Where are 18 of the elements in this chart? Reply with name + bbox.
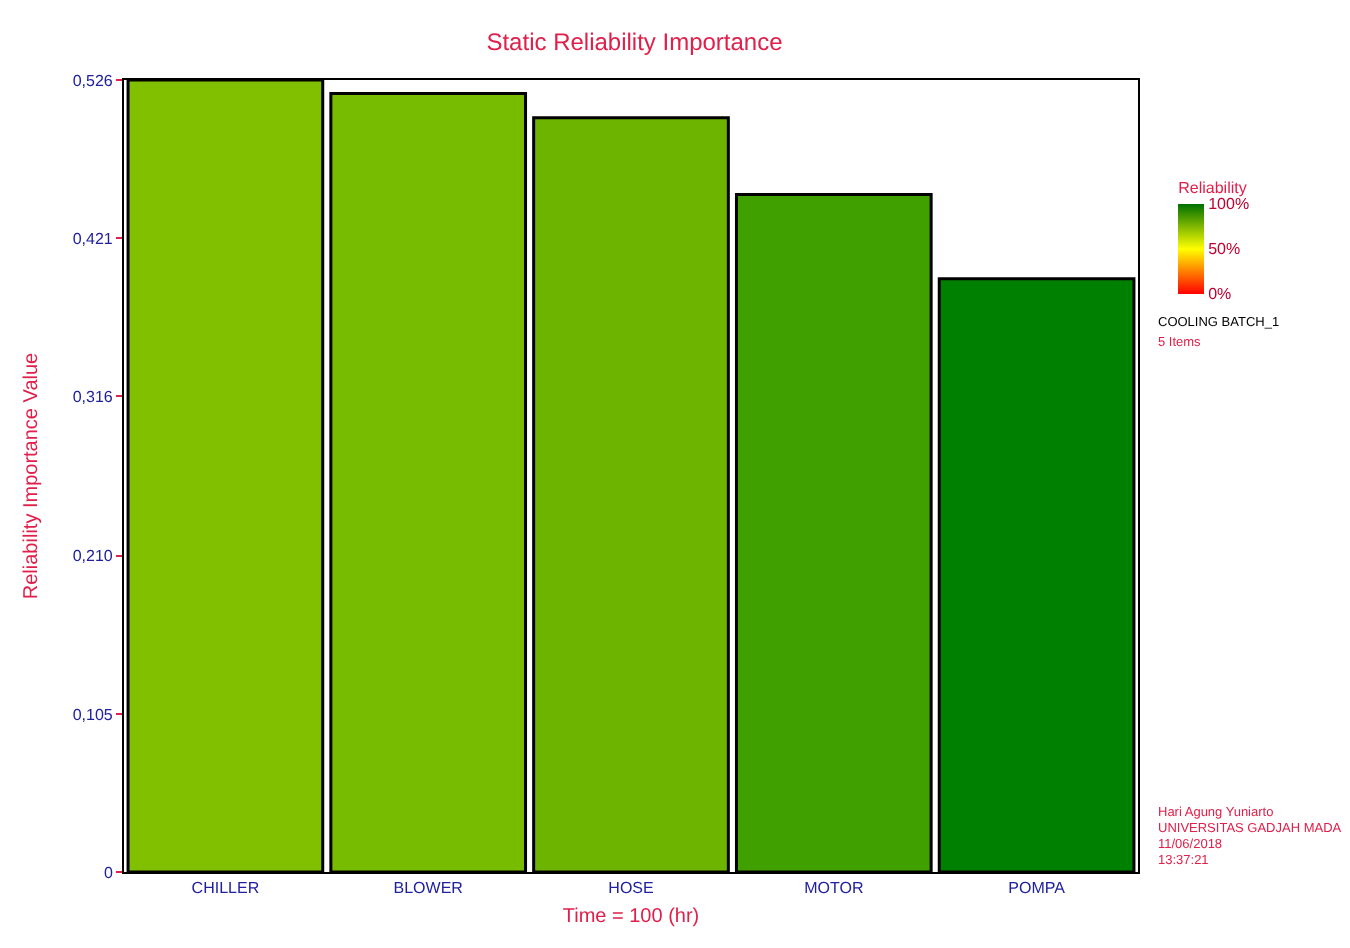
x-tick-label: BLOWER [393, 879, 464, 898]
color-bar-title: Reliability [1178, 179, 1247, 198]
y-tick-label: 0,316 [72, 387, 114, 406]
y-tick-label: 0,105 [72, 705, 114, 724]
y-tick-label: 0,421 [72, 229, 114, 248]
color-bar-label: 100% [1208, 194, 1250, 213]
y-tick-label: 0 [103, 863, 114, 882]
color-bar-label: 0% [1208, 284, 1232, 303]
y-tick-label: 0,526 [72, 71, 114, 90]
y-tick-label: 0,210 [72, 547, 114, 566]
chart-title: Static Reliability Importance [486, 27, 784, 56]
x-tick-label: HOSE [608, 879, 654, 898]
y-axis-title: Reliability Importance Value [20, 351, 43, 600]
color-bar-label: 50% [1208, 239, 1241, 258]
x-axis-title: Time = 100 (hr) [562, 906, 700, 929]
x-tick-label: CHILLER [191, 879, 260, 898]
x-tick-label: POMPA [1008, 879, 1067, 898]
x-tick-label: MOTOR [804, 879, 864, 898]
